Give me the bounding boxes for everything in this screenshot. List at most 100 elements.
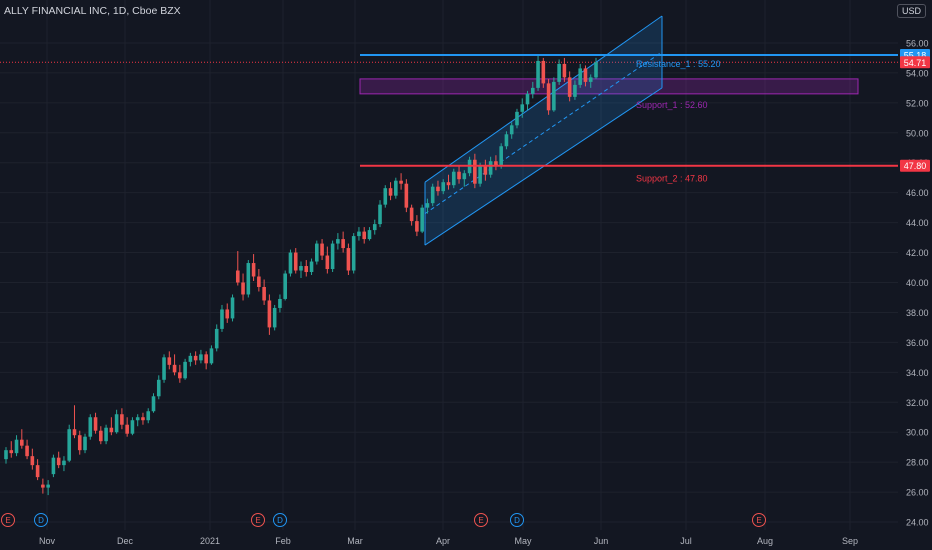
candle-body: [404, 183, 409, 208]
candle-body: [430, 186, 435, 204]
time-axis[interactable]: Nov Dec 2021 Feb Mar Apr May Jun Jul Aug Sep: [39, 536, 858, 546]
candle-body: [304, 266, 309, 273]
y-tick-label: 34.00: [906, 368, 929, 378]
earnings-event-icon: [752, 513, 766, 527]
price-axis-bg: [898, 0, 932, 550]
candle-body: [546, 83, 551, 111]
y-tick-label: 30.00: [906, 428, 929, 438]
parallel-channel[interactable]: [424, 15, 663, 246]
level-labels-layer: Resistance_1 : 55.20 Support_1 : 52.60 Sup…: [360, 53, 898, 184]
y-tick-label: 52.00: [906, 98, 929, 108]
earnings-event-icon: [251, 513, 265, 527]
candle-body: [114, 414, 119, 433]
candle-body: [567, 77, 572, 97]
candle-body: [257, 276, 261, 287]
candle-body: [315, 243, 319, 262]
support-1-zone: [359, 78, 859, 95]
x-tick-label: 2021: [200, 536, 220, 546]
support-2-price-tag: [900, 159, 930, 172]
x-tick-label: Mar: [347, 536, 363, 546]
candle-body: [362, 231, 367, 240]
candle-body: [367, 230, 372, 240]
x-tick-label: Jun: [594, 536, 609, 546]
event-label: E: [255, 516, 260, 525]
candle-body: [293, 252, 298, 271]
support-2-label: Support_2 : 47.80: [636, 174, 708, 184]
candle-body: [588, 77, 593, 82]
candle-body: [125, 424, 129, 434]
y-tick-label: 44.00: [906, 218, 929, 228]
candle-body: [346, 248, 351, 271]
event-label: E: [5, 516, 10, 525]
candle-body: [330, 243, 335, 270]
candle-body: [525, 93, 530, 105]
y-tick-label: 38.00: [906, 308, 929, 318]
candle-body: [520, 104, 525, 112]
candle-body: [488, 161, 493, 175]
candle-body: [62, 460, 66, 466]
candle-body: [594, 62, 598, 78]
candle-body: [235, 270, 240, 283]
candle-body: [41, 484, 45, 488]
candle-body: [494, 161, 498, 166]
candle-body: [193, 355, 198, 361]
candle-body: [515, 111, 519, 126]
candle-body: [499, 146, 503, 166]
candle-body: [320, 243, 324, 256]
candle-body: [357, 231, 361, 237]
x-tick-label: Sep: [842, 536, 858, 546]
candle-body: [246, 263, 251, 295]
candle-body: [35, 465, 40, 478]
event-label: E: [756, 516, 761, 525]
candle-body: [299, 266, 303, 271]
candle-body: [77, 435, 82, 451]
y-tick-label: 40.00: [906, 278, 929, 288]
candle-body: [9, 450, 14, 454]
candle-body: [583, 68, 588, 82]
candle-body: [351, 236, 356, 271]
dividend-event-icon: [273, 513, 287, 527]
candle-body: [267, 300, 272, 328]
candle-body: [462, 173, 467, 180]
candle-body: [146, 411, 151, 421]
x-tick-label: Dec: [117, 536, 134, 546]
candle-body: [420, 207, 424, 232]
candle-body: [167, 357, 172, 365]
candles-layer: [4, 54, 598, 496]
candle-body: [578, 68, 582, 85]
candle-body: [399, 180, 403, 184]
candle-body: [552, 81, 556, 111]
candle-body: [478, 165, 482, 184]
candle-body: [536, 60, 540, 88]
candle-body: [446, 182, 451, 186]
event-label: E: [478, 516, 483, 525]
candle-body: [562, 63, 567, 78]
candle-body: [436, 186, 440, 192]
y-tick-label: 26.00: [906, 488, 929, 498]
candle-body: [178, 372, 182, 379]
y-tick-label: 32.00: [906, 398, 929, 408]
candle-body: [509, 125, 514, 135]
candle-body: [573, 84, 577, 97]
candle-body: [204, 354, 208, 364]
candle-body: [262, 286, 266, 301]
candle-body: [120, 414, 124, 425]
candle-body: [188, 355, 193, 362]
y-tick-label: 56.00: [906, 38, 929, 48]
y-tick-label: 28.00: [906, 458, 929, 468]
price-axis[interactable]: 56.0054.0052.0050.0048.0046.0044.0042.00…: [898, 0, 932, 550]
y-tick-label: 36.00: [906, 338, 929, 348]
y-tick-label: 24.00: [906, 518, 929, 528]
candle-body: [220, 309, 224, 329]
event-label: D: [38, 516, 44, 525]
y-tick-label: 46.00: [906, 188, 929, 198]
candle-body: [483, 165, 488, 175]
candle-body: [504, 134, 509, 147]
channel-upper-line: [424, 15, 663, 183]
currency-badge[interactable]: USD: [896, 4, 926, 18]
chart-grid: [0, 0, 898, 530]
candle-body: [225, 309, 230, 319]
candle-body: [130, 420, 135, 434]
channel-mid-line: [424, 51, 663, 215]
